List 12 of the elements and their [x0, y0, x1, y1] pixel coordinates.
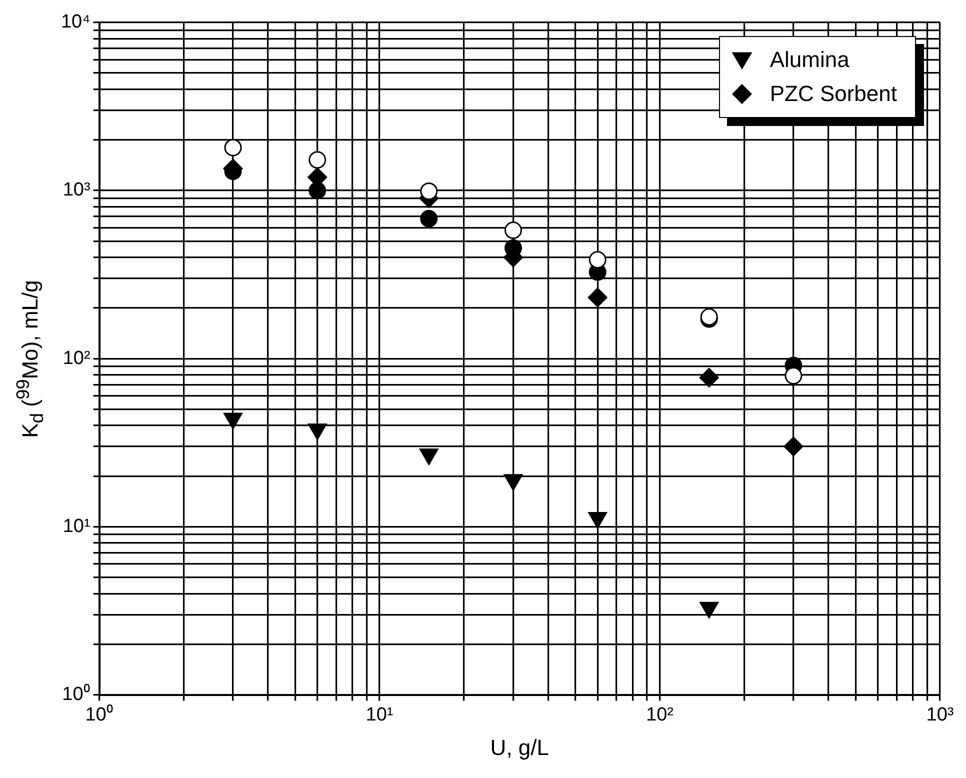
y-tick-label: 10³	[62, 180, 90, 201]
x-tick-label: 10¹	[366, 704, 394, 726]
legend-label: Alumina	[770, 47, 850, 74]
x-tick-label: 10²	[646, 704, 674, 726]
y-tick-label: 10⁴	[60, 12, 90, 33]
x-tick-label: 10³	[926, 704, 954, 726]
x-tick-label: 10⁰	[85, 703, 114, 726]
y-tick-label: 10¹	[62, 516, 90, 537]
y-tick-label: 10⁰	[62, 683, 90, 706]
legend-label: PZC Sorbent	[770, 81, 897, 108]
y-tick-label: 10²	[62, 348, 90, 369]
x-axis-title: U, g/L	[490, 734, 549, 760]
